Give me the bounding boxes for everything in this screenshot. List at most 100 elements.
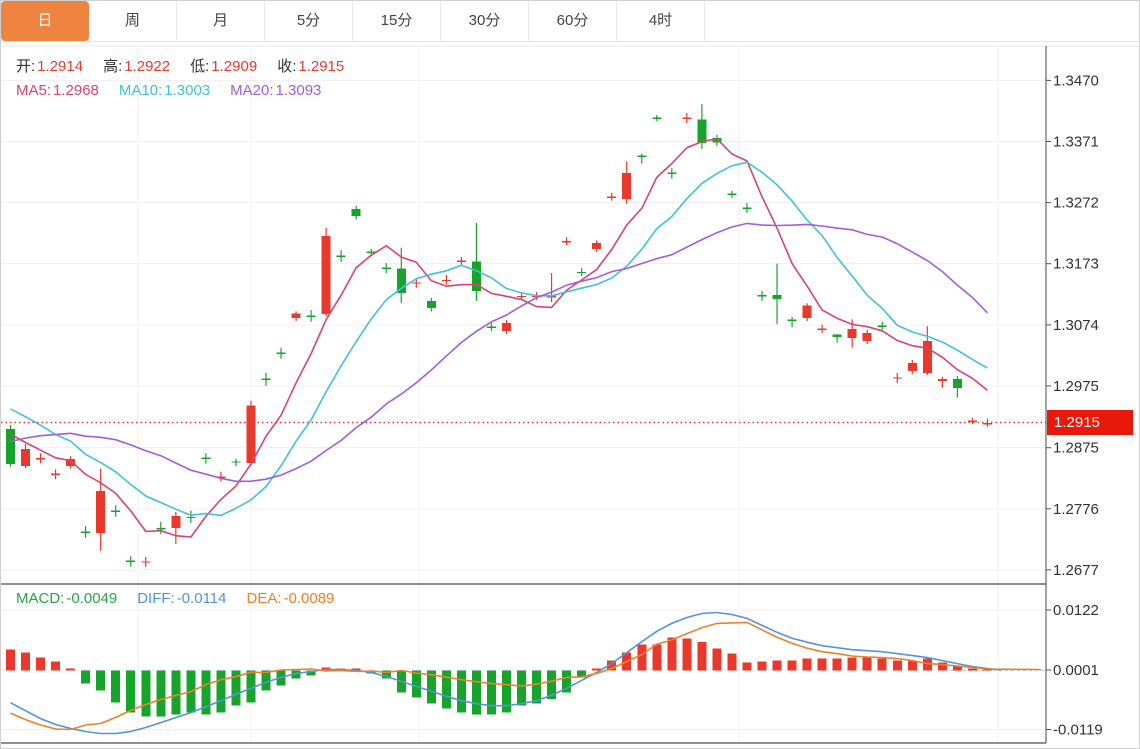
macd-bar-positive bbox=[51, 661, 61, 671]
candle-down bbox=[126, 560, 136, 563]
candle-up bbox=[847, 329, 857, 338]
price-axis-label: 1.3371 bbox=[1053, 134, 1099, 151]
macd-bar-positive bbox=[817, 658, 827, 671]
price-axis-label: 1.3272 bbox=[1053, 195, 1099, 212]
candle-up bbox=[982, 423, 992, 425]
macd-bar-positive bbox=[967, 668, 977, 671]
candle-down bbox=[727, 193, 737, 195]
candle-down bbox=[742, 207, 752, 209]
macd-bar-negative bbox=[426, 670, 436, 704]
candle-up bbox=[592, 242, 602, 249]
macd-bar-negative bbox=[246, 670, 256, 703]
candle-down bbox=[201, 457, 211, 459]
macd-bar-negative bbox=[171, 670, 181, 715]
ma5-line bbox=[10, 137, 988, 538]
macd-bar-positive bbox=[847, 657, 857, 671]
candle-up bbox=[892, 377, 902, 379]
tab-timeframe-6[interactable]: 60分 bbox=[529, 1, 617, 41]
candle-up bbox=[862, 332, 872, 341]
macd-bar-negative bbox=[291, 670, 301, 679]
tab-timeframe-5[interactable]: 30分 bbox=[441, 1, 529, 41]
candle-down bbox=[652, 117, 662, 119]
macd-bar-negative bbox=[471, 670, 481, 715]
macd-axis-label: 0.0122 bbox=[1053, 602, 1099, 619]
candle-up bbox=[922, 340, 932, 373]
tab-timeframe-7[interactable]: 4时 bbox=[617, 1, 705, 41]
ma20-line bbox=[10, 222, 988, 483]
candle-down bbox=[111, 510, 121, 513]
ma10-line bbox=[10, 161, 988, 517]
price-axis-label: 1.2677 bbox=[1053, 562, 1099, 579]
tab-timeframe-2[interactable]: 月 bbox=[177, 1, 265, 41]
ma-readout: MA5: 1.2968 MA10: 1.3003 MA20: 1.3093 bbox=[16, 82, 321, 99]
macd-bar-positive bbox=[757, 661, 767, 671]
macd-bar-positive bbox=[877, 658, 887, 671]
macd-bar-negative bbox=[456, 670, 466, 713]
macd-bar-positive bbox=[36, 657, 46, 671]
ohlc-item: 低: 1.2909 bbox=[190, 58, 258, 75]
macd-bar-negative bbox=[201, 670, 211, 715]
candle-down bbox=[772, 295, 782, 299]
macd-bar-positive bbox=[892, 660, 902, 671]
ma-item: MA20: 1.3093 bbox=[230, 82, 322, 99]
macd-bar-negative bbox=[231, 670, 241, 706]
tab-timeframe-1[interactable]: 周 bbox=[89, 1, 177, 41]
price-axis-label: 1.2776 bbox=[1053, 501, 1099, 518]
candle-up bbox=[36, 458, 46, 460]
macd-bar-negative bbox=[111, 670, 121, 703]
candle-up bbox=[21, 448, 30, 467]
macd-bar-positive bbox=[66, 668, 76, 671]
candle-down bbox=[351, 208, 361, 217]
macd-bar-positive bbox=[607, 660, 617, 671]
tab-timeframe-4[interactable]: 15分 bbox=[353, 1, 441, 41]
candle-up bbox=[682, 117, 692, 119]
macd-bar-positive bbox=[772, 660, 782, 671]
macd-bar-negative bbox=[577, 670, 587, 678]
macd-bar-negative bbox=[547, 670, 557, 699]
tab-timeframe-3[interactable]: 5分 bbox=[265, 1, 353, 41]
macd-bar-negative bbox=[441, 670, 451, 709]
candle-down bbox=[697, 119, 707, 143]
macd-bar-positive bbox=[637, 644, 647, 671]
tab-timeframe-0[interactable]: 日 bbox=[1, 1, 89, 41]
ohlc-item: 开: 1.2914 bbox=[16, 58, 84, 75]
macd-bar-positive bbox=[682, 638, 692, 671]
candle-up bbox=[907, 363, 917, 372]
candle-up bbox=[411, 282, 421, 284]
macd-bar-negative bbox=[96, 670, 106, 691]
candle-down bbox=[877, 325, 887, 327]
candle-down bbox=[787, 319, 797, 322]
macd-bar-positive bbox=[21, 652, 30, 671]
macd-bar-positive bbox=[697, 642, 707, 671]
candle-up bbox=[607, 196, 617, 198]
macd-bar-negative bbox=[411, 670, 421, 698]
candle-down bbox=[757, 295, 767, 297]
macd-axis-label: 0.0001 bbox=[1053, 662, 1099, 679]
macd-bar-negative bbox=[562, 670, 572, 693]
timeframe-tab-bar: 日周月 5分 15分 30分 60分 4时 bbox=[1, 1, 1139, 42]
candle-down bbox=[396, 268, 406, 293]
candle-up bbox=[517, 295, 526, 298]
ohlc-readout: 开: 1.2914 高: 1.2922 低: 1.2909 收: 1.2915 bbox=[16, 55, 344, 76]
macd-item: DIFF: -0.0114 bbox=[137, 590, 227, 607]
candle-up bbox=[562, 240, 572, 243]
candle-up bbox=[51, 473, 61, 475]
macd-bar-positive bbox=[937, 662, 947, 671]
candle-up bbox=[96, 490, 106, 533]
candle-down bbox=[366, 251, 376, 253]
candle-down bbox=[637, 155, 647, 158]
dea-line bbox=[10, 621, 1042, 731]
macd-bar-negative bbox=[141, 670, 151, 717]
macd-bar-negative bbox=[306, 670, 316, 676]
ma-item: MA5: 1.2968 bbox=[16, 82, 99, 99]
macd-bar-negative bbox=[126, 670, 136, 713]
macd-bar-negative bbox=[261, 670, 271, 691]
macd-bar-positive bbox=[787, 660, 797, 671]
candle-up bbox=[441, 279, 451, 282]
macd-bar-positive bbox=[907, 660, 917, 671]
candle-up bbox=[967, 420, 977, 422]
candle-down bbox=[231, 461, 241, 463]
price-axis-label: 1.3173 bbox=[1053, 256, 1099, 273]
